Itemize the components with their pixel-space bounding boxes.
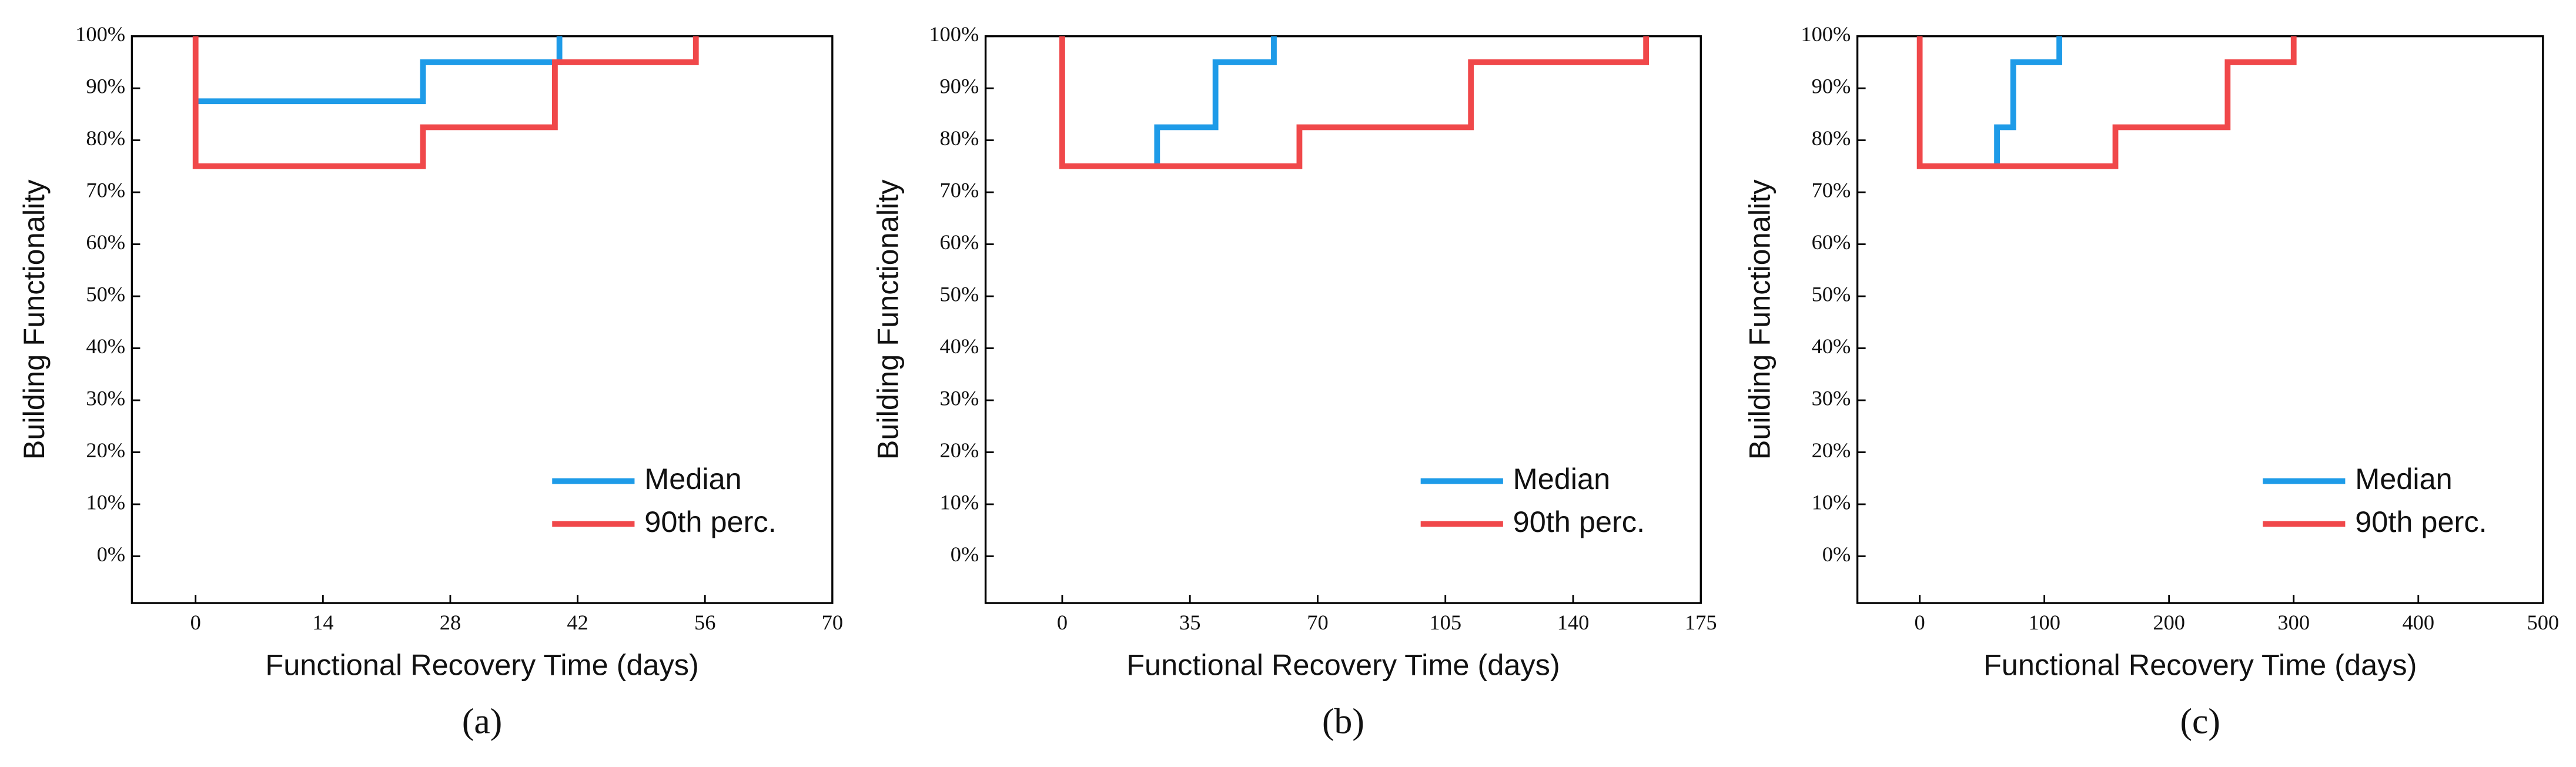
chart-panel: 0% 10% 20% 30% 40% 50% 60% 70% 80% 90% 100% 0 14 28 42… <box>17 22 843 742</box>
y-tick-label: 10% <box>86 490 125 514</box>
y-tick-label: 70% <box>86 178 125 202</box>
x-tick-label: 14 <box>312 611 333 634</box>
series-line <box>1994 36 2062 166</box>
panel-label: (a) <box>462 702 502 742</box>
x-tick-label: 0 <box>190 611 201 634</box>
y-tick-label: 40% <box>940 334 979 358</box>
series-line <box>192 36 699 169</box>
x-tick-label: 28 <box>440 611 461 634</box>
y-tick-label: 50% <box>86 282 125 306</box>
y-tick-label: 100% <box>75 22 125 46</box>
panel-label: (c) <box>2180 702 2220 742</box>
y-tick-label: 20% <box>86 438 125 462</box>
y-tick-label: 20% <box>1812 438 1851 462</box>
y-tick-label: 0% <box>1822 542 1851 566</box>
x-tick-label: 140 <box>1557 611 1590 634</box>
y-tick-label: 60% <box>940 230 979 254</box>
series-line <box>1916 36 2297 169</box>
x-tick-label: 56 <box>694 611 715 634</box>
y-tick-label: 80% <box>1812 126 1851 150</box>
series-line <box>1154 36 1277 166</box>
x-axis-label: Functional Recovery Time (days) <box>265 648 698 682</box>
y-tick-label: 60% <box>86 230 125 254</box>
x-tick-label: 70 <box>822 611 843 634</box>
y-axis-label: Building Functionality <box>871 179 904 460</box>
x-tick-label: 0 <box>1057 611 1068 634</box>
y-tick-label: 30% <box>940 386 979 410</box>
y-tick-label: 90% <box>940 75 979 98</box>
y-tick-label: 0% <box>951 542 979 566</box>
x-tick-label: 35 <box>1179 611 1200 634</box>
legend-label: 90th perc. <box>644 505 776 538</box>
legend-label: 90th perc. <box>1513 505 1645 538</box>
x-tick-label: 100 <box>2028 611 2060 634</box>
legend-label: Median <box>1513 462 1610 495</box>
y-tick-label: 50% <box>940 282 979 306</box>
y-tick-label: 10% <box>940 490 979 514</box>
y-tick-label: 80% <box>86 126 125 150</box>
plot-area <box>131 35 834 604</box>
chart-panel: 0% 10% 20% 30% 40% 50% 60% 70% 80% 90% 100% 0 100 200… <box>1742 22 2559 742</box>
y-tick-label: 70% <box>940 178 979 202</box>
chart-panel: 0% 10% 20% 30% 40% 50% 60% 70% 80% 90% 100% 0 35 70 10… <box>871 22 1717 742</box>
x-axis-label: Functional Recovery Time (days) <box>1983 648 2417 682</box>
y-tick-label: 40% <box>1812 334 1851 358</box>
y-tick-label: 20% <box>940 438 979 462</box>
y-tick-label: 100% <box>1801 22 1851 46</box>
y-tick-label: 50% <box>1812 282 1851 306</box>
y-axis-label: Building Functionality <box>1742 179 1776 460</box>
y-tick-label: 40% <box>86 334 125 358</box>
y-tick-label: 90% <box>86 75 125 98</box>
series-line <box>195 36 563 105</box>
y-tick-label: 70% <box>1812 178 1851 202</box>
y-tick-label: 90% <box>1812 75 1851 98</box>
y-tick-label: 30% <box>86 386 125 410</box>
plot-area <box>984 35 1702 604</box>
panel-label: (b) <box>1322 702 1364 742</box>
y-axis-label: Building Functionality <box>17 179 51 460</box>
x-axis-label: Functional Recovery Time (days) <box>1126 648 1560 682</box>
legend-label: Median <box>644 462 741 495</box>
x-tick-label: 70 <box>1307 611 1328 634</box>
y-tick-label: 0% <box>97 542 126 566</box>
x-tick-label: 300 <box>2277 611 2310 634</box>
x-tick-label: 400 <box>2402 611 2434 634</box>
y-tick-label: 80% <box>940 126 979 150</box>
x-tick-label: 0 <box>1914 611 1925 634</box>
legend-label: Median <box>2355 462 2452 495</box>
y-tick-label: 30% <box>1812 386 1851 410</box>
x-tick-label: 42 <box>567 611 588 634</box>
plot-area <box>1856 35 2544 604</box>
x-tick-label: 105 <box>1429 611 1461 634</box>
x-tick-label: 200 <box>2153 611 2185 634</box>
y-tick-label: 100% <box>929 22 979 46</box>
x-tick-label: 500 <box>2527 611 2559 634</box>
y-tick-label: 10% <box>1812 490 1851 514</box>
y-tick-label: 60% <box>1812 230 1851 254</box>
series-line <box>1059 36 1650 169</box>
x-tick-label: 175 <box>1685 611 1717 634</box>
legend-label: 90th perc. <box>2355 505 2487 538</box>
